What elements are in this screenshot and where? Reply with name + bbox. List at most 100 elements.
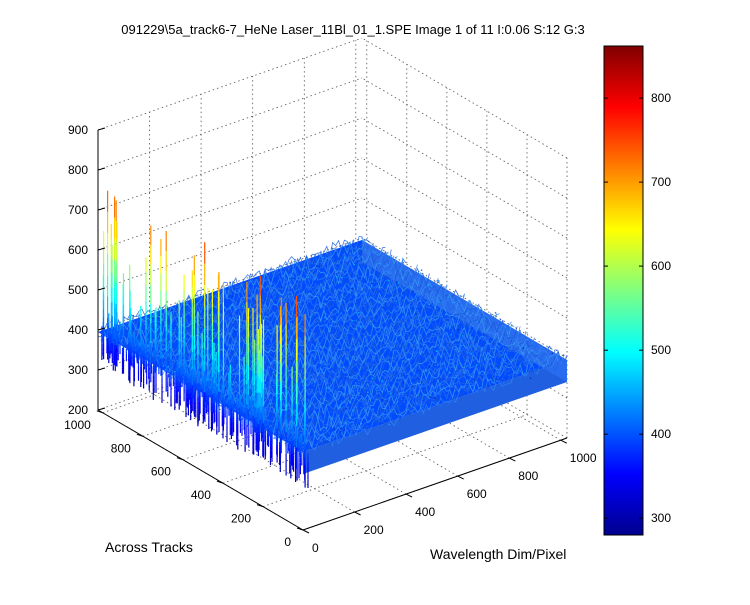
- surface-speckle: [363, 259, 365, 261]
- surface-speckle: [463, 363, 466, 365]
- surface-speckle: [426, 327, 428, 330]
- surface-speckle: [386, 408, 388, 411]
- surface-speckle: [157, 341, 159, 343]
- surface-speckle: [331, 417, 333, 420]
- surface-speckle: [403, 367, 405, 369]
- surface-speckle: [473, 343, 475, 345]
- surface-speckle: [284, 301, 286, 303]
- surface-speckle: [353, 343, 355, 345]
- surface-speckle: [150, 314, 153, 316]
- surface-speckle: [449, 371, 451, 374]
- surface-speckle: [146, 321, 148, 323]
- surface-speckle: [347, 423, 350, 425]
- surface-speckle: [411, 324, 414, 326]
- surface-speckle: [320, 378, 322, 380]
- surface-row: [285, 349, 550, 447]
- surface-speckle: [273, 314, 275, 316]
- colorbar-tick-label: 300: [651, 511, 671, 525]
- surface-speckle: [326, 292, 329, 294]
- surface-speckle: [311, 390, 313, 392]
- surface-speckle: [397, 377, 400, 380]
- surface-speckle: [310, 414, 312, 417]
- surface-speckle: [300, 372, 302, 374]
- surface-speckle: [396, 366, 398, 369]
- surface-speckle: [362, 399, 364, 401]
- y-tick-label: 200: [231, 512, 251, 526]
- surface-speckle: [308, 361, 311, 363]
- surface-speckle: [301, 380, 303, 382]
- surface-speckle: [283, 356, 285, 358]
- z-tick-label: 400: [68, 323, 88, 337]
- surface-speckle: [302, 391, 304, 393]
- surface-speckle: [415, 403, 418, 405]
- surface-speckle: [462, 335, 464, 337]
- surface-speckle: [288, 358, 291, 360]
- surface-speckle: [297, 308, 299, 310]
- surface-speckle: [388, 423, 390, 426]
- y-axis-line: [97, 409, 304, 531]
- surface-speckle: [244, 390, 246, 392]
- surface-speckle: [399, 330, 402, 333]
- surface-speckle: [186, 303, 188, 306]
- surface-speckle: [472, 380, 474, 382]
- surface-speckle: [339, 245, 341, 247]
- z-tick-label: 900: [68, 123, 88, 137]
- surface-speckle: [336, 346, 338, 349]
- surface-speckle: [353, 298, 356, 300]
- surface-speckle: [315, 406, 317, 409]
- surface-speckle: [353, 393, 355, 395]
- surface-speckle: [445, 300, 447, 303]
- surface-speckle: [459, 387, 461, 390]
- surface-speckle: [293, 389, 296, 391]
- surface-speckle: [339, 259, 342, 262]
- surface-speckle: [215, 343, 217, 345]
- surface-speckle: [257, 297, 259, 300]
- surface-speckle: [351, 444, 353, 446]
- surface-speckle: [237, 314, 239, 316]
- surface-speckle: [428, 366, 431, 369]
- surface-speckle: [344, 256, 346, 259]
- surface-speckle: [513, 359, 515, 361]
- surface-speckle: [272, 371, 274, 373]
- x-tick-mark: [302, 529, 310, 534]
- surface-speckle: [541, 354, 543, 356]
- surface-speckle: [292, 414, 294, 417]
- surface-speckle: [407, 400, 409, 402]
- axis-lines: [96, 127, 568, 534]
- surface-speckle: [307, 276, 310, 278]
- surface-speckle: [356, 402, 358, 405]
- surface-speckle: [404, 362, 406, 364]
- surface-speckle: [424, 346, 426, 349]
- surface-speckle: [403, 401, 406, 403]
- surface-speckle: [202, 350, 204, 352]
- surface-speckle: [462, 295, 465, 297]
- surface-speckle: [473, 345, 476, 347]
- surface-row: [229, 315, 495, 416]
- surface-speckle: [310, 328, 313, 331]
- surface-speckle: [266, 307, 268, 309]
- x-tick-label: 800: [518, 469, 538, 483]
- surface-speckle: [333, 300, 335, 302]
- surface-speckle: [330, 411, 332, 413]
- surface-speckle: [318, 266, 321, 268]
- surface-speckle: [322, 256, 325, 259]
- surface-speckle: [410, 312, 412, 314]
- surface-speckle: [261, 284, 263, 286]
- surface-speckle: [428, 330, 431, 332]
- surface-speckle: [505, 327, 508, 330]
- surface-speckle: [447, 403, 449, 406]
- surface-speckle: [349, 349, 351, 352]
- colorbar-tick-label: 600: [651, 259, 671, 273]
- surface-speckle: [367, 362, 370, 364]
- surface-speckle: [199, 294, 202, 296]
- surface-speckle: [391, 288, 393, 290]
- surface-speckle: [240, 320, 243, 323]
- surface-speckle: [514, 372, 516, 375]
- surface-speckle: [420, 400, 423, 402]
- surface-speckle: [360, 317, 362, 319]
- surface-speckle: [139, 352, 141, 355]
- surface-speckle: [151, 317, 154, 319]
- surface-speckle: [267, 316, 269, 318]
- surface-speckle: [240, 391, 243, 393]
- surface-speckle: [444, 320, 446, 322]
